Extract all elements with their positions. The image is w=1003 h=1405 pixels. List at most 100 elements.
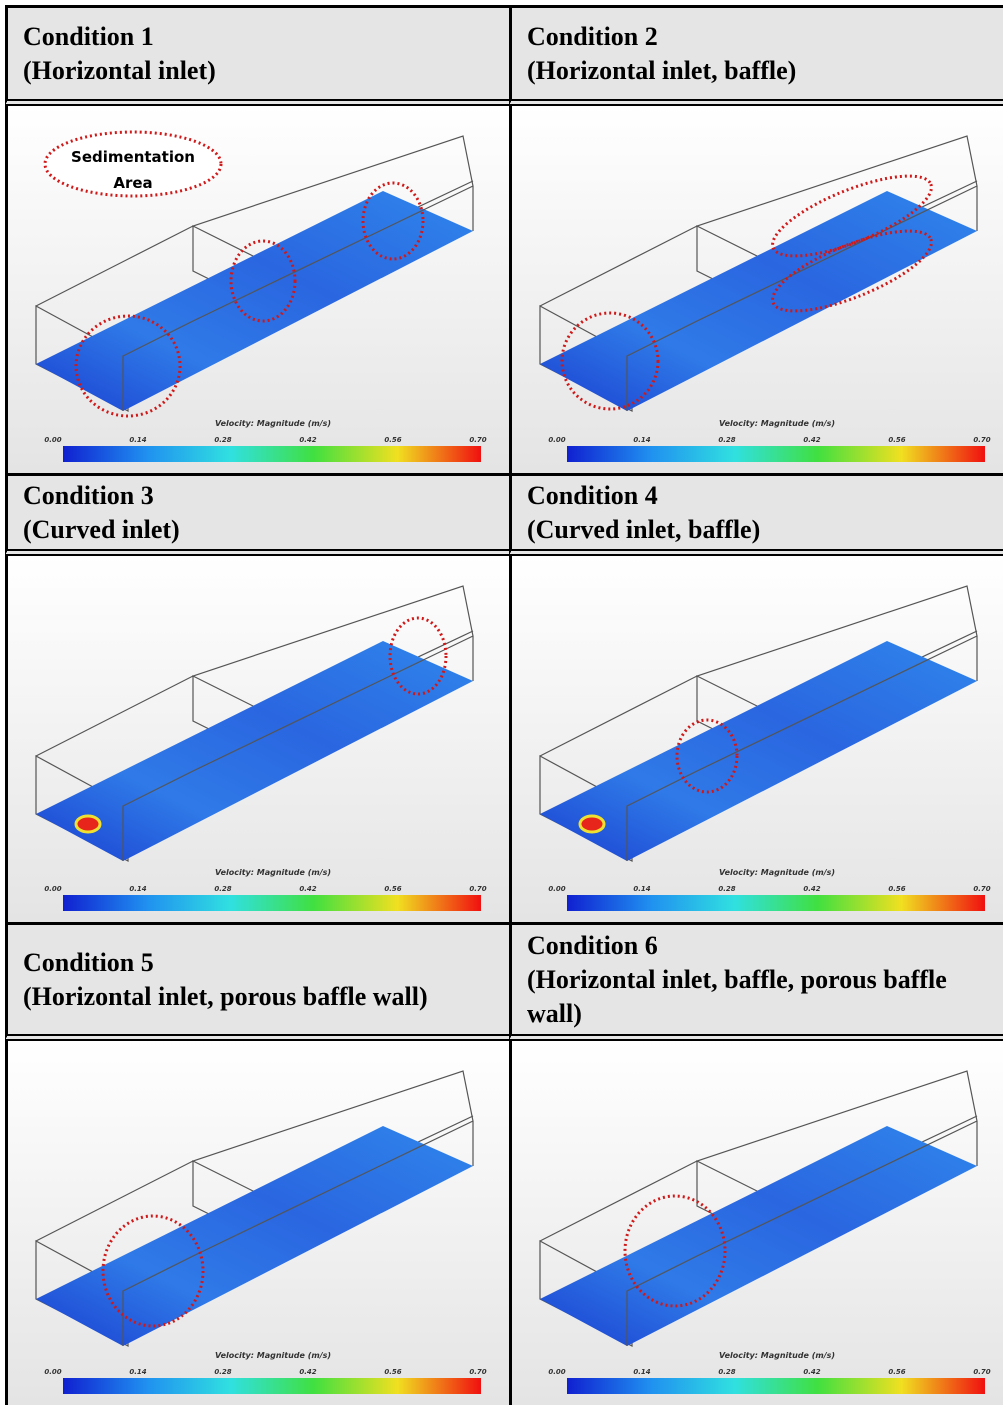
- legend-tick: 0.28: [214, 436, 231, 444]
- legend-tick: 0.70: [469, 1368, 486, 1376]
- figure-canvas: Velocity: Magnitude (m/s) 0.00 0.14 0.28 0.4…: [512, 556, 1003, 922]
- box-outline: [122, 1120, 474, 1346]
- legend-tick: 0.42: [299, 436, 316, 444]
- legend-tick: 0.56: [384, 1368, 401, 1376]
- legend-tick: 0.00: [44, 885, 61, 893]
- condition-header: Condition 2 (Horizontal inlet, baffle): [509, 5, 1003, 106]
- box-outline: [626, 1120, 978, 1346]
- box-outline: [35, 135, 474, 307]
- legend-tick: 0.42: [803, 885, 820, 893]
- legend-tick: 0.14: [633, 436, 650, 444]
- condition-header: Condition 5 (Horizontal inlet, porous baf…: [5, 922, 512, 1041]
- condition-title: Condition 2: [527, 21, 658, 51]
- condition-title: Condition 6: [527, 930, 658, 960]
- legend-tick: 0.00: [548, 436, 565, 444]
- highlight-ellipse: [675, 718, 739, 794]
- legend-tick: 0.28: [718, 1368, 735, 1376]
- simulation-figure: Velocity: Magnitude (m/s) 0.00 0.14 0.28 0.4…: [5, 556, 512, 922]
- legend-tick: 0.28: [214, 885, 231, 893]
- condition-header: Condition 6 (Horizontal inlet, baffle, po…: [509, 922, 1003, 1041]
- legend-tick: 0.70: [973, 885, 990, 893]
- simulation-figure: Velocity: Magnitude (m/s) 0.00 0.14 0.28 0.4…: [509, 1041, 1003, 1405]
- box-outline: [626, 635, 978, 861]
- legend-tick: 0.28: [214, 1368, 231, 1376]
- colorbar: [567, 895, 985, 911]
- condition-title: Condition 4: [527, 480, 658, 510]
- legend-title: Velocity: Magnitude (m/s): [719, 868, 835, 877]
- legend-tick: 0.14: [129, 885, 146, 893]
- condition-header: Condition 4 (Curved inlet, baffle): [509, 473, 1003, 556]
- simulation-figure: Sedimentation Area Velocity: Magnitude (m/…: [5, 106, 512, 473]
- legend-tick: 0.70: [973, 1368, 990, 1376]
- legend-tick: 0.56: [888, 436, 905, 444]
- simulation-figure: Velocity: Magnitude (m/s) 0.00 0.14 0.28 0.4…: [509, 106, 1003, 473]
- inlet-jet: [74, 814, 102, 834]
- velocity-floor: [36, 191, 473, 411]
- condition-subtitle: (Horizontal inlet, porous baffle wall): [23, 981, 428, 1011]
- condition-header: Condition 3 (Curved inlet): [5, 473, 512, 556]
- legend-tick: 0.56: [384, 885, 401, 893]
- legend-tick: 0.14: [633, 1368, 650, 1376]
- box-outline: [626, 185, 978, 411]
- legend-tick: 0.70: [469, 885, 486, 893]
- legend-tick: 0.56: [888, 1368, 905, 1376]
- colorbar: [567, 1378, 985, 1394]
- highlight-ellipse: [623, 1194, 727, 1308]
- condition-subtitle: (Horizontal inlet): [23, 55, 216, 85]
- velocity-floor: [540, 1126, 977, 1346]
- legend-tick: 0.42: [803, 1368, 820, 1376]
- colorbar: [63, 1378, 481, 1394]
- box-outline: [122, 635, 474, 861]
- colorbar: [63, 895, 481, 911]
- velocity-floor: [36, 1126, 473, 1346]
- velocity-floor: [540, 191, 977, 411]
- legend-tick: 0.56: [384, 436, 401, 444]
- figure-canvas: Velocity: Magnitude (m/s) 0.00 0.14 0.28 0.4…: [512, 1041, 1003, 1405]
- figure-canvas: Velocity: Magnitude (m/s) 0.00 0.14 0.28 0.4…: [512, 106, 1003, 473]
- legend-tick: 0.00: [548, 885, 565, 893]
- figure-canvas: Sedimentation Area Velocity: Magnitude (m/…: [8, 106, 512, 473]
- legend-tick: 0.56: [888, 885, 905, 893]
- condition-title: Condition 5: [23, 947, 154, 977]
- legend-tick: 0.28: [718, 885, 735, 893]
- figure-canvas: Velocity: Magnitude (m/s) 0.00 0.14 0.28 0.4…: [8, 556, 512, 922]
- box-outline: [35, 585, 474, 757]
- legend-tick: 0.70: [973, 436, 990, 444]
- box-outline: [539, 135, 978, 307]
- box-outline: [539, 1070, 978, 1242]
- inlet-jet: [578, 814, 606, 834]
- highlight-ellipse: [560, 311, 660, 411]
- legend-tick: 0.14: [633, 885, 650, 893]
- annotation-text: Sedimentation: [71, 148, 195, 166]
- colorbar: [63, 446, 481, 462]
- condition-title: Condition 1: [23, 21, 154, 51]
- box-outline: [539, 585, 978, 757]
- legend-tick: 0.70: [469, 436, 486, 444]
- legend-tick: 0.00: [44, 1368, 61, 1376]
- simulation-figure: Velocity: Magnitude (m/s) 0.00 0.14 0.28 0.4…: [509, 556, 1003, 922]
- highlight-ellipse: [388, 616, 448, 696]
- legend-tick: 0.28: [718, 436, 735, 444]
- legend-tick: 0.42: [299, 1368, 316, 1376]
- highlight-ellipse: [229, 239, 297, 323]
- velocity-floor: [540, 641, 977, 861]
- highlight-ellipse: [74, 314, 182, 418]
- condition-subtitle: (Curved inlet): [23, 514, 180, 544]
- legend-tick: 0.42: [803, 436, 820, 444]
- condition-subtitle: (Horizontal inlet, baffle): [527, 55, 797, 85]
- legend-title: Velocity: Magnitude (m/s): [215, 1351, 331, 1360]
- legend-tick: 0.42: [299, 885, 316, 893]
- condition-subtitle: (Curved inlet, baffle): [527, 514, 761, 544]
- legend-title: Velocity: Magnitude (m/s): [215, 419, 331, 428]
- velocity-floor: [36, 641, 473, 861]
- legend-tick: 0.00: [548, 1368, 565, 1376]
- colorbar: [567, 446, 985, 462]
- highlight-ellipse: [361, 181, 425, 261]
- condition-subtitle: (Horizontal inlet, baffle, porous baffle…: [527, 964, 947, 1028]
- annotation-text: Area: [113, 174, 152, 192]
- legend-tick: 0.14: [129, 1368, 146, 1376]
- legend-tick: 0.00: [44, 436, 61, 444]
- condition-header: Condition 1 (Horizontal inlet): [5, 5, 512, 106]
- annotation-ellipse: [43, 130, 223, 198]
